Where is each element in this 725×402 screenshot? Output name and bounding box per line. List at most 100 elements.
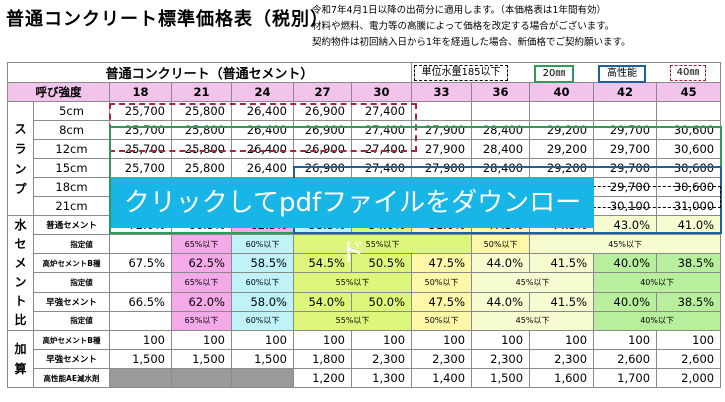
strength-36: 36 bbox=[471, 82, 531, 102]
strength-24: 24 bbox=[231, 82, 294, 102]
add-label-char: 加 bbox=[14, 342, 27, 356]
price-cell: 25,800 bbox=[171, 120, 232, 140]
spec-cell: 45%以下 bbox=[471, 310, 595, 332]
price-cell: 27,400 bbox=[350, 139, 413, 159]
add-cell: 1,500 bbox=[171, 349, 232, 369]
price-cell: 25,700 bbox=[109, 101, 172, 121]
spec-row: 指定値 65%以下 60%以下 55%以下 50%以下 45%以下 bbox=[8, 234, 722, 255]
add-cell: 1,500 bbox=[471, 368, 531, 388]
add-cell: 2,600 bbox=[593, 349, 658, 369]
cement-name: 普通セメント bbox=[33, 214, 110, 236]
price-cell: 26,900 bbox=[293, 120, 352, 140]
price-cell: 29,200 bbox=[529, 120, 595, 140]
price-cell: 26,400 bbox=[231, 120, 294, 140]
price-cell: 29,700 bbox=[593, 120, 658, 140]
header-row: 呼び強度 18 21 24 27 30 33 36 40 42 45 bbox=[7, 82, 722, 102]
price-cell: 26,900 bbox=[293, 101, 352, 121]
spec-cell: 60%以下 bbox=[231, 272, 294, 293]
add-row: 早強セメント 1,500 1,500 1,500 1,800 2,300 2,300 2,30… bbox=[8, 349, 722, 369]
add-label-char: 算 bbox=[14, 362, 27, 376]
add-cell: 1,400 bbox=[411, 368, 473, 388]
add-name: 早強セメント bbox=[33, 349, 110, 369]
price-cell: 29,200 bbox=[529, 139, 595, 159]
ratio-cell: 54.0% bbox=[293, 291, 352, 312]
ratio-cell: 62.5% bbox=[171, 253, 232, 274]
add-cell bbox=[231, 368, 294, 388]
spec-cell: 40%以下 bbox=[593, 310, 722, 332]
spec-empty bbox=[109, 310, 172, 332]
slump-row: 8cm 25,700 25,800 26,400 26,900 27,400 27,900 2… bbox=[8, 120, 722, 140]
legend-20mm: 20㎜ bbox=[534, 65, 574, 83]
spec-cell: 50%以下 bbox=[471, 234, 531, 255]
ratio-cell: 40.0% bbox=[593, 291, 658, 312]
slump-size: 15cm bbox=[33, 158, 110, 178]
spec-cell: 60%以下 bbox=[231, 234, 294, 255]
page-title: 普通コンクリート標準価格表（税別） bbox=[6, 9, 329, 30]
slump-size: 8cm bbox=[33, 120, 110, 140]
strength-40: 40 bbox=[529, 82, 595, 102]
slump-label-char: プ bbox=[14, 181, 27, 196]
wc-label-char: メ bbox=[14, 256, 27, 270]
add-cell: 1,300 bbox=[350, 368, 413, 388]
price-cell: 29,200 bbox=[529, 158, 595, 178]
price-cell: 28,400 bbox=[471, 120, 531, 140]
slump-label: スランプ bbox=[7, 101, 34, 216]
add-cell: 100 bbox=[471, 330, 531, 350]
add-cell: 100 bbox=[529, 330, 595, 350]
price-cell: 30,600 bbox=[656, 139, 722, 159]
price-cell: 27,900 bbox=[411, 158, 473, 178]
ratio-cell: 41.5% bbox=[529, 291, 595, 312]
strength-33: 33 bbox=[411, 82, 473, 102]
spec-cell: 55%以下 bbox=[292, 272, 413, 293]
wc-row: 早強セメント 66.5% 62.0% 58.0% 54.0% 50.0% 47.5% 44.0… bbox=[8, 291, 722, 312]
slump-size: 5cm bbox=[33, 101, 110, 121]
cement-name: 早強セメント bbox=[33, 291, 110, 312]
add-cell: 2,300 bbox=[350, 349, 413, 369]
price-cell: 28,400 bbox=[471, 158, 531, 178]
price-cell: 26,900 bbox=[293, 139, 352, 159]
price-cell bbox=[593, 101, 658, 121]
price-cell: 29,700 bbox=[593, 139, 658, 159]
price-cell: 26,400 bbox=[231, 101, 294, 121]
spec-label: 指定値 bbox=[33, 234, 110, 255]
legend-water: 単位水量185以下 bbox=[414, 65, 508, 81]
legend-high-performance: 高性能 bbox=[598, 65, 646, 83]
strength-42: 42 bbox=[593, 82, 658, 102]
wc-label-char: 水 bbox=[14, 218, 27, 232]
spec-label: 指定値 bbox=[33, 310, 110, 332]
wc-label-char: ト bbox=[14, 294, 27, 308]
add-cell: 100 bbox=[411, 330, 473, 350]
spec-cell: 65%以下 bbox=[171, 234, 232, 255]
strength-45: 45 bbox=[656, 82, 722, 102]
ratio-cell: 58.5% bbox=[231, 253, 294, 274]
strength-18: 18 bbox=[109, 82, 172, 102]
slump-size: 21cm bbox=[33, 196, 110, 216]
price-cell: 27,400 bbox=[350, 101, 413, 121]
ratio-cell: 67.5% bbox=[109, 253, 172, 274]
spec-empty bbox=[109, 272, 172, 293]
ratio-cell: 50.0% bbox=[350, 291, 413, 312]
price-cell: 28,400 bbox=[471, 139, 531, 159]
spec-row: 指定値 65%以下 60%以下 55%以下 50%以下 45%以下 40%以下 bbox=[8, 310, 722, 332]
price-cell: 25,800 bbox=[171, 101, 232, 121]
ratio-cell: 54.5% bbox=[293, 253, 352, 274]
add-row: 加算高炉セメントB種 100 100 100 100 100 100 100 100 100 100 bbox=[7, 330, 722, 388]
add-cell: 2,600 bbox=[656, 349, 722, 369]
header-label: 呼び強度 bbox=[7, 82, 110, 102]
note-line: 材料や燃料、電力等の高騰によって価格を改定する場合がございます。 bbox=[312, 21, 615, 32]
price-cell: 30,600 bbox=[656, 120, 722, 140]
add-cell: 100 bbox=[109, 330, 172, 350]
wc-label-char: セ bbox=[14, 237, 27, 251]
price-cell: 31,000 bbox=[656, 196, 722, 216]
price-cell bbox=[529, 101, 595, 121]
download-pdf-banner[interactable]: クリックしてpdfファイルをダウンロード bbox=[111, 178, 594, 268]
slump-label-char: ス bbox=[14, 121, 27, 136]
price-cell: 30,100 bbox=[593, 196, 658, 216]
legend-40mm: 40㎜ bbox=[670, 65, 706, 81]
add-cell bbox=[109, 368, 172, 388]
add-row: 高性能AE減水剤 1,200 1,300 1,400 1,500 1,600 1,700 2,… bbox=[8, 368, 722, 388]
ratio-cell: 66.5% bbox=[109, 291, 172, 312]
add-cell: 100 bbox=[293, 330, 352, 350]
wc-label: 水セメント比 bbox=[7, 215, 34, 331]
wc-label-char: ン bbox=[14, 275, 27, 289]
